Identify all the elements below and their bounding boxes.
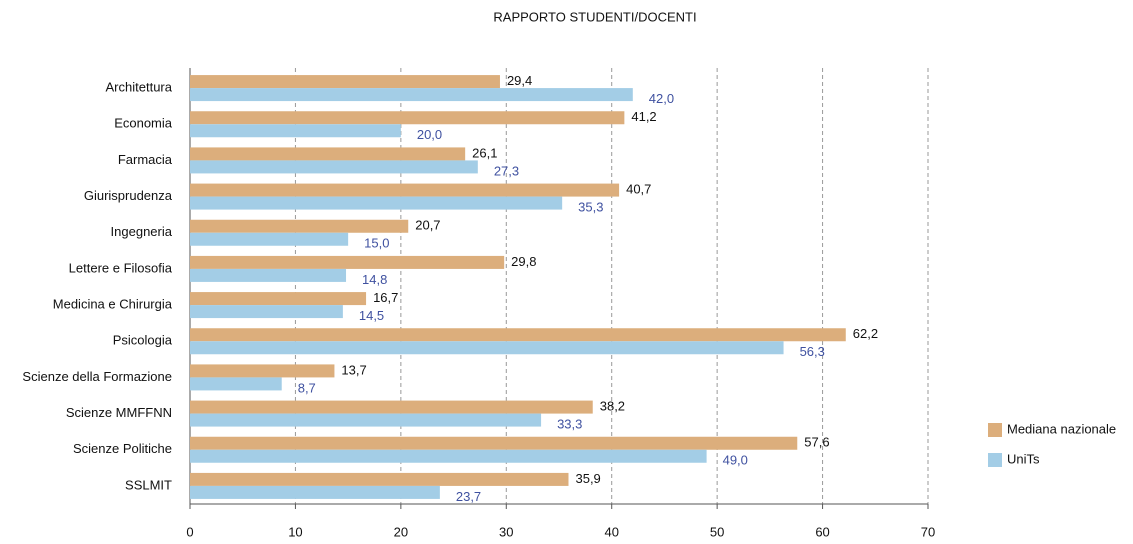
y-tick-label: Psicologia	[113, 333, 173, 348]
data-label: 62,2	[853, 326, 878, 341]
bar	[190, 88, 633, 102]
x-tick-label: 70	[921, 524, 935, 539]
data-label: 35,9	[575, 471, 600, 486]
y-tick-label: Economia	[114, 116, 173, 131]
data-label: 56,3	[800, 344, 825, 359]
data-label: 26,1	[472, 145, 497, 160]
y-tick-label: SSLMIT	[125, 477, 172, 492]
bar	[190, 255, 505, 269]
data-label: 29,8	[511, 254, 536, 269]
bar	[190, 305, 343, 319]
x-tick-label: 40	[604, 524, 618, 539]
data-label: 38,2	[600, 399, 625, 414]
x-tick-label: 10	[288, 524, 302, 539]
bar	[190, 364, 335, 378]
bar	[190, 147, 466, 161]
data-label: 57,6	[804, 435, 829, 450]
y-tick-label: Lettere e Filosofia	[69, 260, 173, 275]
bar	[190, 232, 349, 246]
x-tick-label: 20	[394, 524, 408, 539]
data-label: 14,8	[362, 272, 387, 287]
bar	[190, 219, 409, 233]
bar	[190, 413, 542, 427]
data-label: 14,5	[359, 308, 384, 323]
data-label: 20,0	[417, 127, 442, 142]
y-tick-label: Farmacia	[118, 152, 173, 167]
data-label: 40,7	[626, 182, 651, 197]
x-tick-label: 50	[710, 524, 724, 539]
data-label: 29,4	[507, 73, 532, 88]
legend-swatch	[988, 453, 1002, 467]
bar	[190, 436, 798, 450]
bar	[190, 449, 707, 463]
y-tick-label: Giurisprudenza	[84, 188, 173, 203]
legend-swatch	[988, 423, 1002, 437]
bar	[190, 328, 846, 342]
x-tick-label: 60	[815, 524, 829, 539]
y-tick-label: Scienze Politiche	[73, 441, 172, 456]
bar	[190, 377, 282, 391]
x-tick-label: 30	[499, 524, 513, 539]
data-label: 42,0	[649, 91, 674, 106]
y-tick-label: Medicina e Chirurgia	[53, 297, 173, 312]
bar	[190, 341, 784, 355]
y-tick-label: Scienze MMFFNN	[66, 405, 172, 420]
y-tick-label: Scienze della Formazione	[22, 369, 172, 384]
chart-title: RAPPORTO STUDENTI/DOCENTI	[493, 9, 696, 24]
bar	[190, 400, 593, 414]
bar	[190, 75, 500, 89]
y-tick-label: Ingegneria	[111, 224, 173, 239]
bar	[190, 124, 401, 138]
data-label: 41,2	[631, 109, 656, 124]
bar	[190, 196, 563, 210]
bar	[190, 268, 347, 282]
y-tick-label: Architettura	[106, 80, 173, 95]
data-label: 33,3	[557, 417, 582, 432]
legend-label: UniTs	[1007, 451, 1040, 466]
data-label: 49,0	[723, 453, 748, 468]
legend-label: Mediana nazionale	[1007, 421, 1116, 436]
data-label: 16,7	[373, 290, 398, 305]
bar	[190, 160, 478, 174]
bar	[190, 183, 620, 197]
data-label: 35,3	[578, 200, 603, 215]
data-label: 20,7	[415, 218, 440, 233]
data-label: 23,7	[456, 489, 481, 504]
bar	[190, 472, 569, 486]
bar	[190, 111, 625, 125]
data-label: 13,7	[341, 362, 366, 377]
data-label: 27,3	[494, 163, 519, 178]
bar	[190, 485, 440, 499]
bar	[190, 292, 367, 306]
x-tick-label: 0	[186, 524, 193, 539]
data-label: 8,7	[298, 380, 316, 395]
data-label: 15,0	[364, 236, 389, 251]
